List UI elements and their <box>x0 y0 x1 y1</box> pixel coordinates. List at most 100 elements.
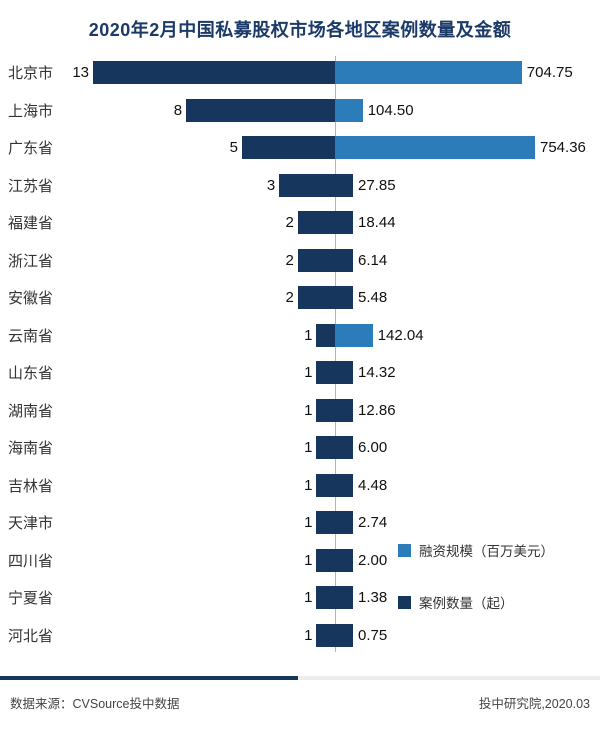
amount-label: 1.38 <box>358 589 388 607</box>
amount-bar-area: 6.00 <box>335 436 600 460</box>
amount-bar <box>335 623 353 647</box>
count-bar-area: 1 <box>56 586 335 610</box>
count-bar-area: 3 <box>56 173 335 197</box>
count-bar-area: 1 <box>56 398 335 422</box>
amount-bar <box>335 548 353 572</box>
count-bar <box>316 623 335 647</box>
amount-bar-area: 104.50 <box>335 98 600 122</box>
count-label: 8 <box>173 101 183 119</box>
amount-bar-area: 2.74 <box>335 511 600 535</box>
count-bar-area: 13 <box>56 61 335 85</box>
chart-rows: 北京市 13 704.75 上海市 8 104.50 广东省 5 754.36 江苏省 3 27.85… <box>0 54 600 654</box>
amount-label: 754.36 <box>540 139 586 157</box>
amount-bar <box>335 211 353 235</box>
amount-bar-area: 754.36 <box>335 136 600 160</box>
count-label: 1 <box>304 326 313 344</box>
amount-bar-area: 18.44 <box>335 211 600 235</box>
amount-bar <box>335 398 353 422</box>
region-label: 安徽省 <box>8 290 54 308</box>
amount-bar-area: 27.85 <box>335 173 600 197</box>
count-bar-area: 2 <box>56 286 335 310</box>
chart-row: 广东省 5 754.36 <box>0 129 600 167</box>
amount-bar-area: 0.75 <box>335 623 600 647</box>
count-label: 2 <box>285 214 294 232</box>
footer-divider-accent <box>0 676 298 680</box>
amount-bar-area: 14.32 <box>335 361 600 385</box>
region-label: 云南省 <box>8 327 54 345</box>
amount-bar-area: 12.86 <box>335 398 600 422</box>
amount-bar <box>335 436 353 460</box>
count-label: 2 <box>285 289 294 307</box>
legend-label: 融资规模（百万美元） <box>419 544 554 559</box>
count-bar <box>316 436 335 460</box>
region-label: 湖南省 <box>8 402 54 420</box>
count-bar <box>316 548 335 572</box>
count-bar <box>297 248 335 272</box>
region-label: 浙江省 <box>8 252 54 270</box>
count-bar-area: 1 <box>56 436 335 460</box>
count-label: 1 <box>304 589 313 607</box>
region-label: 吉林省 <box>8 477 54 495</box>
amount-bar <box>335 323 373 347</box>
count-bar-area: 8 <box>56 98 335 122</box>
chart-row: 四川省 1 2.00 <box>0 542 600 580</box>
amount-label: 14.32 <box>358 364 396 382</box>
count-label: 1 <box>304 626 313 644</box>
region-label: 广东省 <box>8 140 54 158</box>
amount-bar <box>335 173 353 197</box>
region-label: 北京市 <box>8 65 54 83</box>
region-label: 天津市 <box>8 515 54 533</box>
region-label: 上海市 <box>8 102 54 120</box>
count-bar-area: 5 <box>56 136 335 160</box>
amount-bar <box>335 98 363 122</box>
count-bar <box>316 511 335 535</box>
count-bar-area: 2 <box>56 211 335 235</box>
amount-label: 6.14 <box>358 251 388 269</box>
center-axis-line <box>335 56 336 652</box>
count-bar-area: 1 <box>56 511 335 535</box>
amount-bar <box>335 286 353 310</box>
count-bar <box>316 586 335 610</box>
amount-label: 2.00 <box>358 551 388 569</box>
count-bar <box>316 361 335 385</box>
amount-label: 4.48 <box>358 476 388 494</box>
chart-row: 海南省 1 6.00 <box>0 429 600 467</box>
chart-row: 宁夏省 1 1.38 <box>0 579 600 617</box>
count-bar <box>316 323 335 347</box>
amount-label: 27.85 <box>358 176 396 194</box>
amount-bar <box>335 248 353 272</box>
count-label: 1 <box>304 439 313 457</box>
amount-bar-area: 142.04 <box>335 323 600 347</box>
amount-bar <box>335 361 353 385</box>
count-bar-area: 1 <box>56 323 335 347</box>
count-bar <box>93 61 335 85</box>
amount-label: 12.86 <box>358 401 396 419</box>
footer: 数据来源：CVSource投中数据 投中研究院,2020.03 <box>0 680 600 712</box>
count-bar-area: 1 <box>56 361 335 385</box>
amount-bar-area: 1.38 <box>335 586 600 610</box>
chart-row: 天津市 1 2.74 <box>0 504 600 542</box>
amount-label: 5.48 <box>358 289 388 307</box>
count-bar <box>297 286 335 310</box>
region-label: 宁夏省 <box>8 590 54 608</box>
count-bar <box>316 398 335 422</box>
legend-item-financing-scale: 融资规模（百万美元） <box>398 540 554 560</box>
region-label: 河北省 <box>8 627 54 645</box>
chart-row: 浙江省 2 6.14 <box>0 242 600 280</box>
count-bar-area: 1 <box>56 623 335 647</box>
amount-bar <box>335 136 535 160</box>
chart-area: 北京市 13 704.75 上海市 8 104.50 广东省 5 754.36 江苏省 3 27.85… <box>0 54 600 654</box>
count-label: 1 <box>304 476 313 494</box>
chart-row: 北京市 13 704.75 <box>0 54 600 92</box>
count-bar <box>297 211 335 235</box>
count-label: 1 <box>304 364 313 382</box>
amount-label: 0.75 <box>358 626 388 644</box>
chart-row: 安徽省 2 5.48 <box>0 279 600 317</box>
count-label: 1 <box>304 551 313 569</box>
count-bar <box>316 473 335 497</box>
amount-bar-area: 5.48 <box>335 286 600 310</box>
count-label: 13 <box>72 64 89 82</box>
amount-label: 6.00 <box>358 439 388 457</box>
region-label: 福建省 <box>8 215 54 233</box>
amount-bar <box>335 511 353 535</box>
